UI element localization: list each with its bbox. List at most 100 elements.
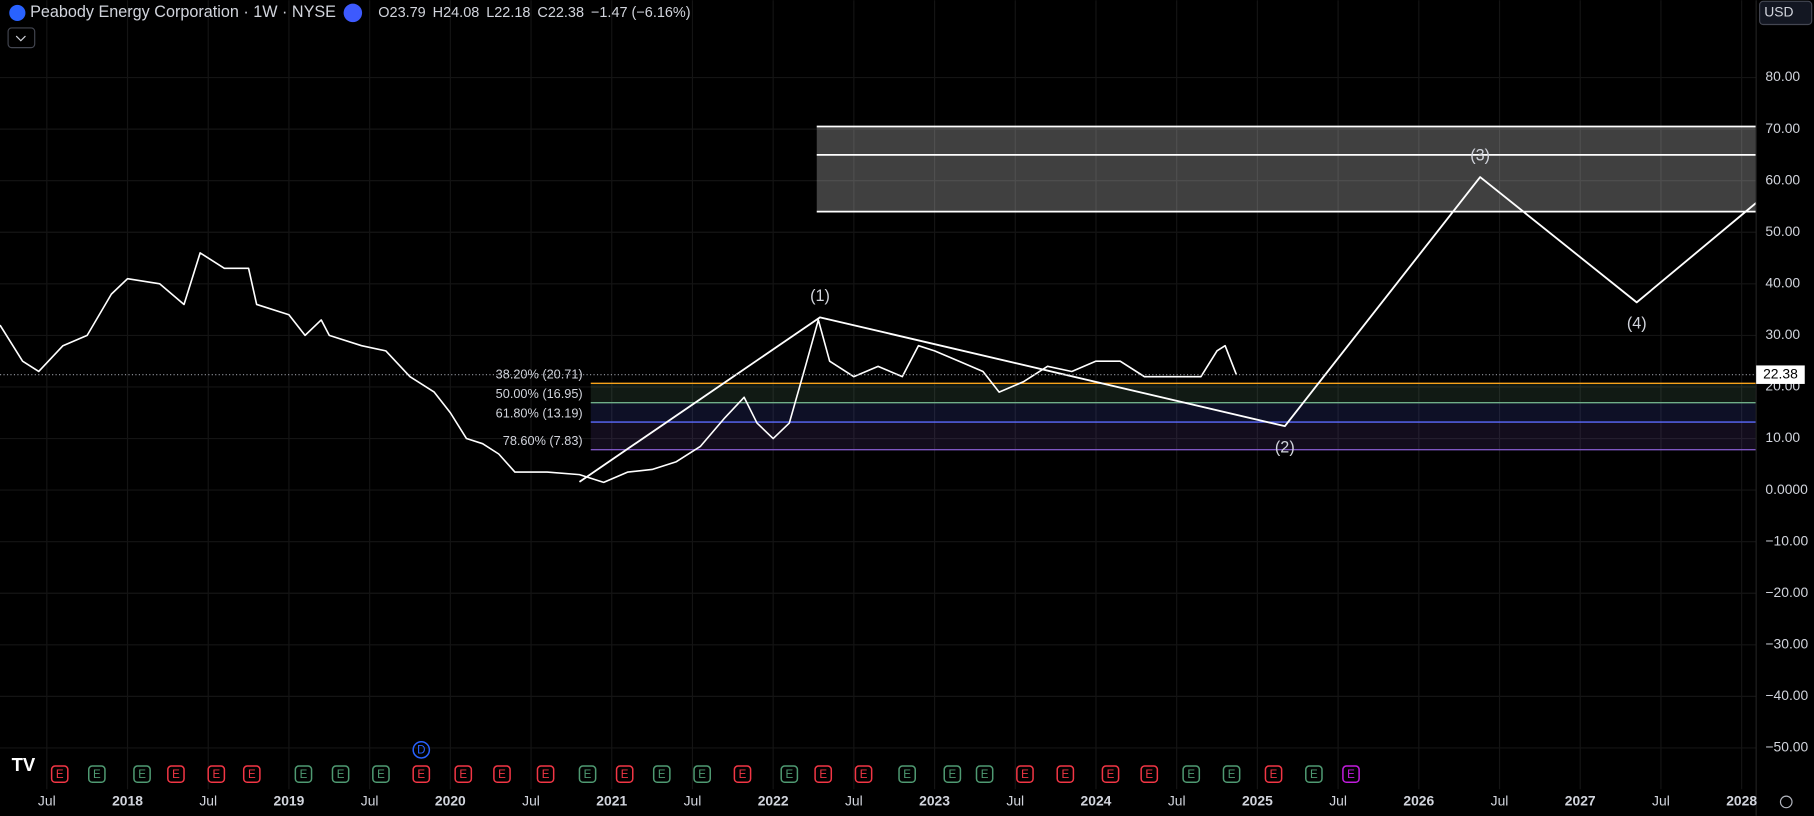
- target-zone: [816, 126, 1757, 212]
- ohlc-value: 22.38: [548, 5, 584, 21]
- event-label: E: [498, 769, 506, 781]
- price-line: [0, 252, 1238, 484]
- event-badge: [943, 765, 962, 784]
- event-label: E: [860, 769, 868, 781]
- event-badge: [87, 765, 106, 784]
- event-badge: [1305, 765, 1323, 784]
- event-label: E: [1310, 769, 1318, 781]
- event-label: E: [212, 769, 220, 781]
- event-badge: [854, 765, 873, 784]
- event-badge: [294, 765, 313, 784]
- ohlc-value: 24.08: [443, 5, 479, 21]
- symbol-title: Peabody Energy Corporation · 1W · NYSE: [30, 3, 336, 21]
- event-badge: [1182, 765, 1201, 784]
- x-tick-label: Jul: [684, 793, 702, 809]
- y-tick-label: 30.00: [1765, 326, 1800, 342]
- last-price-box: [1756, 365, 1805, 384]
- event-badge: [1222, 765, 1241, 784]
- ohlc-key: H: [433, 5, 443, 21]
- event-label: E: [417, 769, 425, 781]
- x-tick-label: Jul: [38, 793, 56, 809]
- x-tick-label: 2027: [1565, 793, 1596, 809]
- event-badge: [615, 765, 634, 784]
- settings-button[interactable]: [1779, 795, 1793, 809]
- x-tick-label: Jul: [1491, 793, 1509, 809]
- event-badge: [975, 765, 994, 784]
- x-tick-label: 2026: [1403, 793, 1434, 809]
- wave-label: (2): [1275, 438, 1295, 456]
- x-tick-label: 2024: [1081, 793, 1112, 809]
- event-badge: [536, 765, 555, 784]
- y-tick-label: 0.0000: [1765, 481, 1808, 497]
- event-label: E: [542, 769, 550, 781]
- ohlc-value: 22.18: [494, 5, 530, 21]
- event-label: E: [658, 769, 666, 781]
- symbol-logo: [9, 4, 26, 22]
- y-tick-label: −20.00: [1765, 584, 1808, 600]
- change: −1.47 (−6.16%): [591, 5, 691, 21]
- fib-label: 38.20% (20.71): [496, 367, 583, 382]
- y-tick-label: 10.00: [1765, 429, 1800, 445]
- event-badge: [50, 765, 69, 784]
- event-badge: [1342, 765, 1360, 784]
- event-label: E: [1228, 769, 1236, 781]
- event-label: E: [948, 769, 956, 781]
- x-tick-label: 2019: [273, 793, 304, 809]
- event-badge: [814, 765, 833, 784]
- price-line: [578, 176, 1757, 483]
- event-badge: [133, 765, 151, 784]
- event-label: E: [1107, 769, 1115, 781]
- event-label: E: [1347, 769, 1355, 781]
- event-label: E: [337, 769, 345, 781]
- last-price-label: 22.38: [1763, 365, 1798, 381]
- x-tick-label: Jul: [1652, 793, 1670, 809]
- event-label: E: [903, 769, 911, 781]
- x-tick-label: Jul: [1168, 793, 1186, 809]
- ohlc-key: C: [537, 5, 547, 21]
- currency-button[interactable]: [1759, 0, 1813, 26]
- event-badge: [733, 765, 752, 784]
- event-badge: [1140, 765, 1159, 784]
- event-label: E: [1061, 769, 1069, 781]
- event-badge: [578, 765, 597, 784]
- event-label: E: [1021, 769, 1029, 781]
- event-badge: [412, 741, 431, 759]
- event-badge: [331, 765, 350, 784]
- event-badge: [372, 765, 390, 784]
- event-label: D: [417, 744, 425, 756]
- x-tick-label: 2028: [1726, 793, 1757, 809]
- collapse-button[interactable]: [7, 27, 36, 49]
- event-label: E: [56, 769, 64, 781]
- event-label: E: [1145, 769, 1153, 781]
- event-label: E: [300, 769, 308, 781]
- y-tick-label: 80.00: [1765, 68, 1800, 84]
- ohlc: O23.79 H24.08 L22.18 C22.38 −1.47 (−6.16%): [378, 5, 690, 21]
- event-badge: [1101, 765, 1120, 784]
- x-tick-label: 2018: [112, 793, 143, 809]
- event-label: E: [1187, 769, 1195, 781]
- event-badge: [1264, 765, 1283, 784]
- event-badge: [454, 765, 473, 784]
- event-label: E: [739, 769, 747, 781]
- x-tick-label: Jul: [1006, 793, 1024, 809]
- event-label: E: [785, 769, 793, 781]
- event-badge: [898, 765, 916, 784]
- wave-label: (4): [1627, 315, 1647, 333]
- ohlc-value: 23.79: [390, 5, 426, 21]
- event-label: E: [698, 769, 706, 781]
- event-label: E: [377, 769, 385, 781]
- x-tick-label: Jul: [522, 793, 540, 809]
- x-tick-label: Jul: [361, 793, 379, 809]
- y-tick-label: 50.00: [1765, 223, 1800, 239]
- logo: TV: [12, 754, 36, 775]
- ohlc-key: O: [378, 5, 389, 21]
- event-label: E: [584, 769, 592, 781]
- x-tick-label: 2022: [758, 793, 789, 809]
- replay-button[interactable]: [343, 3, 363, 23]
- wave-label: (3): [1470, 147, 1490, 165]
- fib-label: 78.60% (7.83): [503, 433, 583, 448]
- event-badge: [1056, 765, 1075, 784]
- x-tick-label: 2020: [435, 793, 466, 809]
